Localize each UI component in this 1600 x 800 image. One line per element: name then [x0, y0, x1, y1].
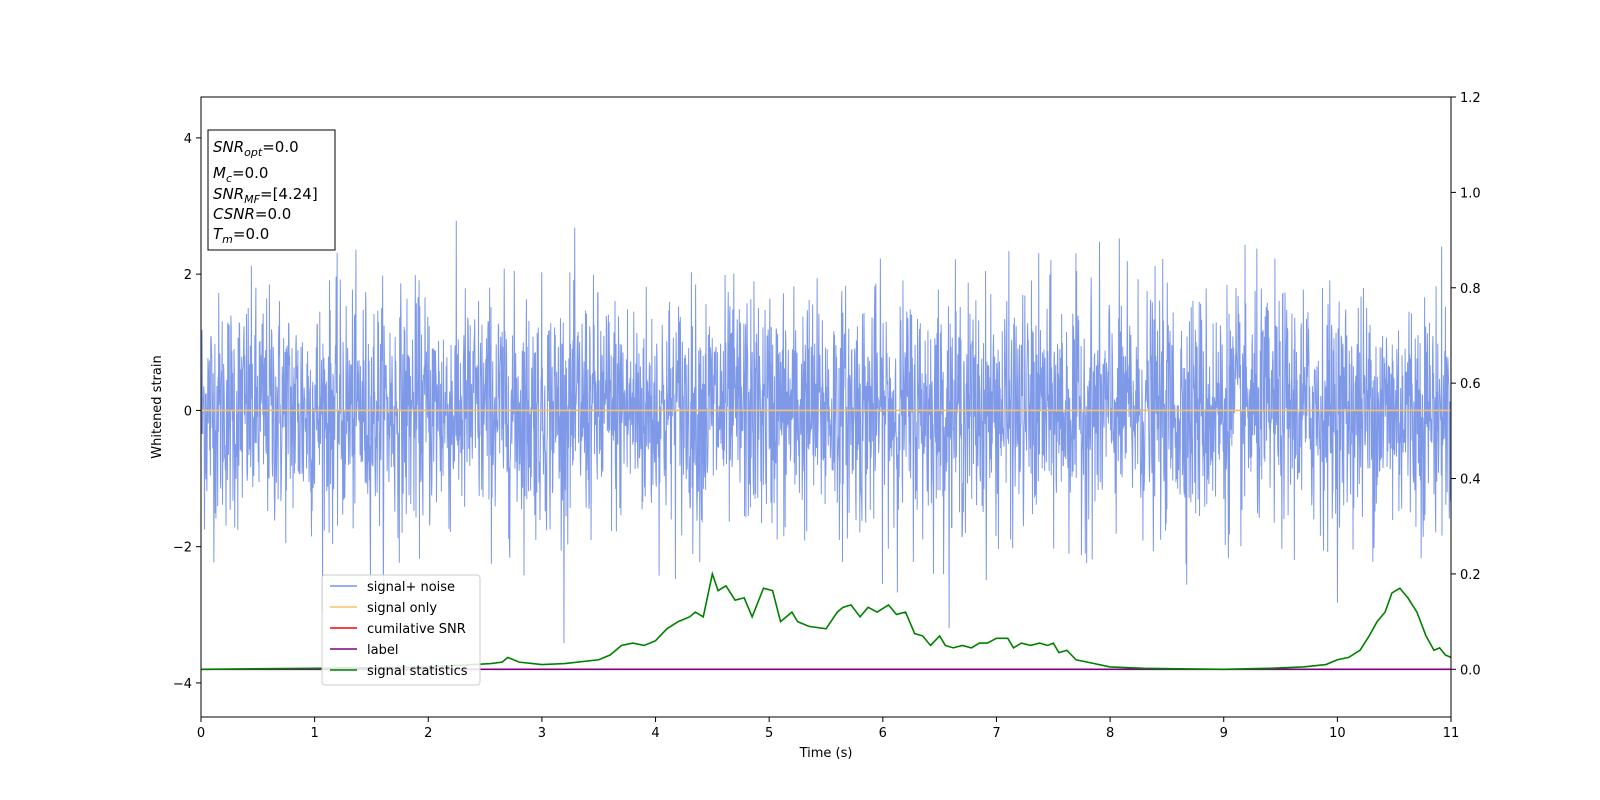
y-right-tick-label: 0.8: [1460, 282, 1481, 297]
info-tm: Tm=0.0: [213, 225, 269, 246]
y-right-tick-label: 0.2: [1460, 568, 1481, 583]
legend-label-signal-noise: signal+ noise: [367, 580, 455, 595]
series-signal-noise: [201, 220, 1451, 644]
x-tick-label: 1: [310, 726, 318, 741]
legend-label-signal-only: signal only: [367, 601, 437, 616]
x-tick-label: 4: [651, 726, 659, 741]
legend: signal+ noise signal only cumilative SNR la…: [321, 574, 481, 686]
y-right-tick-label: 1.0: [1460, 186, 1481, 201]
y-right-tick-label: 1.2: [1460, 91, 1481, 106]
x-tick-label: 2: [424, 726, 432, 741]
legend-label-signal-statistics: signal statistics: [367, 664, 468, 679]
legend-label-label: label: [367, 643, 398, 658]
legend-frame: [321, 574, 481, 686]
info-box: SNRopt=0.0 Mc=0.0 SNRMF=[4.24] CSNR=0.0 …: [207, 129, 336, 251]
info-mc: Mc=0.0: [213, 164, 268, 185]
ticks-layer: 0 1 2 3 4 5 6 7 8 9 10 11 −4 −2 0 2 4 0.0 0.2 0.4 0.6 0.8 1.0 1…: [173, 91, 1481, 741]
x-tick-label: 0: [197, 726, 205, 741]
y-right-tick-label: 0.0: [1460, 663, 1481, 678]
x-tick-label: 9: [1220, 726, 1228, 741]
y-left-tick-label: 4: [184, 132, 192, 147]
plot-frame: [200, 96, 1452, 718]
x-tick-label: 6: [879, 726, 887, 741]
x-axis-label: Time (s): [799, 746, 853, 761]
info-box-frame: [207, 129, 336, 251]
x-tick-label: 3: [538, 726, 546, 741]
x-tick-label: 8: [1106, 726, 1114, 741]
y-left-tick-label: 0: [184, 404, 192, 419]
info-snr-opt: SNRopt=0.0: [213, 138, 299, 159]
x-tick-label: 7: [992, 726, 1000, 741]
y-right-tick-label: 0.6: [1460, 377, 1481, 392]
y-left-tick-label: −2: [173, 541, 192, 556]
info-snr-mf: SNRMF=[4.24]: [213, 185, 318, 206]
y-axis-label: Whitened strain: [150, 355, 165, 458]
y-left-tick-label: 2: [184, 268, 192, 283]
y-right-tick-label: 0.4: [1460, 473, 1481, 488]
series-signal-statistics: [201, 570, 1451, 671]
y-left-tick-label: −4: [173, 677, 192, 692]
x-tick-label: 10: [1329, 726, 1346, 741]
x-tick-label: 5: [765, 726, 773, 741]
x-tick-label: 11: [1443, 726, 1460, 741]
legend-label-cumilative-snr: cumilative SNR: [367, 622, 466, 637]
info-csnr: CSNR=0.0: [213, 205, 291, 223]
